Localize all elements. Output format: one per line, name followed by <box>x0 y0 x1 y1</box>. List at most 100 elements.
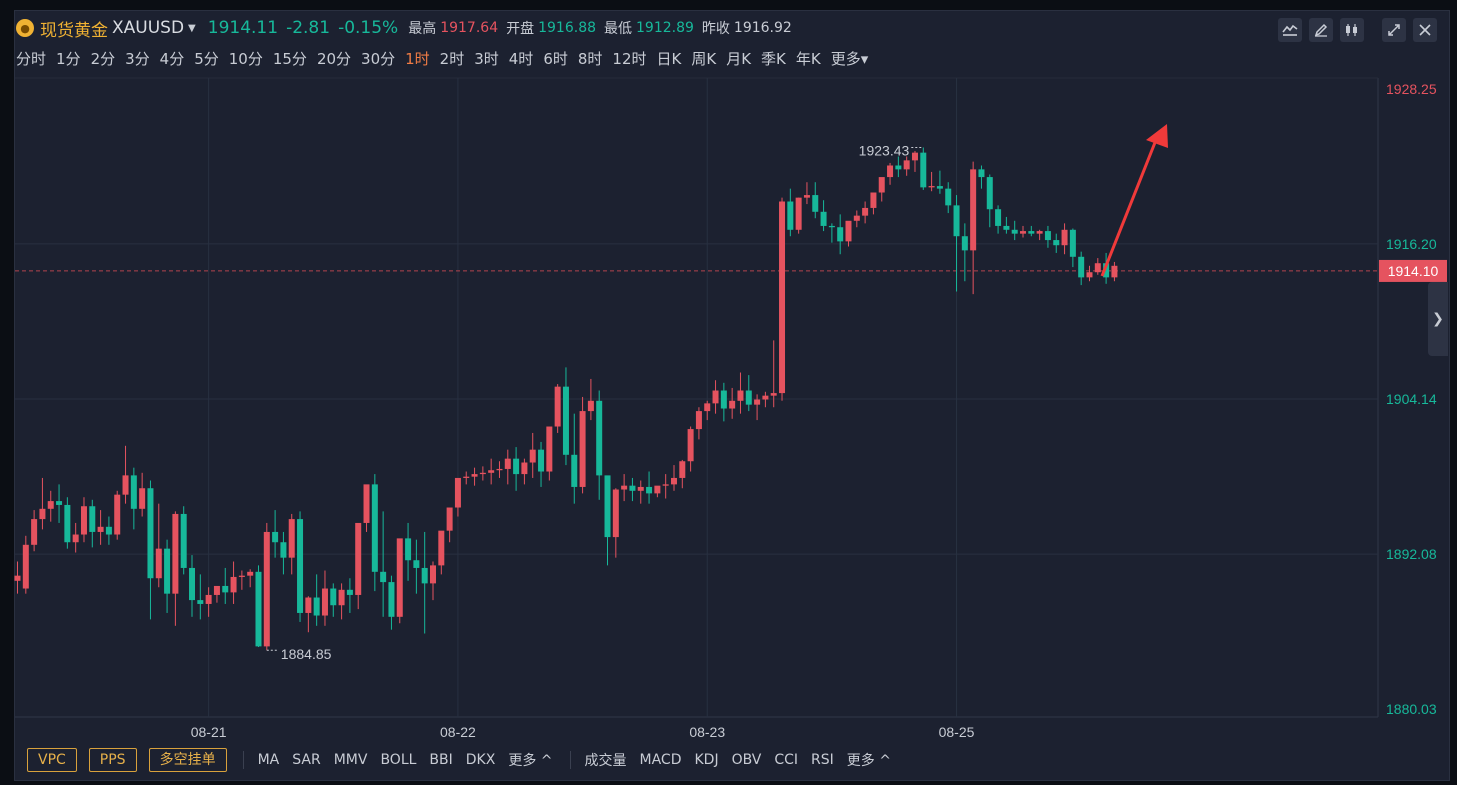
candle-body <box>463 476 470 478</box>
prev-close-label: 昨收 <box>701 21 730 37</box>
open-value: 1916.88 <box>538 20 597 36</box>
period-0[interactable]: 分时 <box>16 49 47 68</box>
candle-body <box>720 390 727 409</box>
candle-body <box>454 477 461 508</box>
candle-body <box>571 454 578 487</box>
period-13[interactable]: 4时 <box>508 49 534 68</box>
period-21[interactable]: 年K <box>795 49 821 68</box>
period-14[interactable]: 6时 <box>543 49 568 68</box>
more-sub-indicators[interactable]: 更多 ^ <box>847 750 891 770</box>
period-10[interactable]: 1时 <box>405 49 430 68</box>
pencil-icon[interactable] <box>1309 18 1333 42</box>
chevron-up-icon: ^ <box>879 753 891 769</box>
period-5[interactable]: 5分 <box>194 49 219 68</box>
candlestick-chart[interactable]: 1928.25 1916.20 1904.14 1892.08 1880.03 08-21… <box>0 0 1457 745</box>
price-change-pct: -0.15% <box>338 18 399 38</box>
period-16[interactable]: 12时 <box>612 49 647 68</box>
candle-body <box>22 544 29 589</box>
more-main-indicators[interactable]: 更多 ^ <box>508 750 552 770</box>
expand-icon[interactable] <box>1382 18 1406 42</box>
period-7[interactable]: 15分 <box>272 49 307 68</box>
period-17[interactable]: 日K <box>656 49 682 68</box>
candle-body <box>521 462 528 475</box>
close-icon[interactable] <box>1413 18 1437 42</box>
period-more[interactable]: 更多▾ <box>831 48 869 69</box>
indicator-boll[interactable]: BOLL <box>380 752 417 768</box>
period-11[interactable]: 2时 <box>439 49 465 68</box>
candle-body <box>779 201 786 394</box>
indicator-bbi[interactable]: BBI <box>429 752 453 768</box>
candle-body <box>596 400 603 476</box>
candle-body <box>247 571 254 576</box>
price-change: -2.81 <box>286 18 331 38</box>
candle-body <box>737 390 744 401</box>
period-12[interactable]: 3时 <box>474 49 499 68</box>
period-2[interactable]: 2分 <box>90 49 116 68</box>
candle-body <box>1078 256 1085 278</box>
pps-button[interactable]: PPS <box>88 748 137 772</box>
symbol-name[interactable]: 现货黄金 <box>40 20 108 41</box>
indicator-obv[interactable]: OBV <box>731 752 762 768</box>
indicator-cci[interactable]: CCI <box>774 752 799 768</box>
symbol-code[interactable]: XAUUSD <box>112 18 185 38</box>
candle-body <box>1028 231 1035 234</box>
x-tick-label: 08-23 <box>689 724 725 740</box>
candle-body <box>870 192 877 208</box>
last-price: 1914.11 <box>207 18 279 38</box>
period-selector: 分时 1分 2分 3分 4分 5分 10分 15分 20分 30分 1时 2时 3时 4时 6时 8时 12时日… <box>16 46 878 70</box>
candle-body <box>887 165 894 178</box>
indicator-rsi[interactable]: RSI <box>811 752 834 768</box>
candle-body <box>504 458 511 469</box>
chevron-right-icon: ❯ <box>1432 311 1444 327</box>
candle-body <box>1053 240 1060 246</box>
candle-body <box>1036 231 1043 234</box>
period-9[interactable]: 30分 <box>361 49 396 68</box>
x-tick-label: 08-21 <box>191 724 227 740</box>
period-20[interactable]: 季K <box>761 49 786 68</box>
period-8[interactable]: 20分 <box>316 49 352 68</box>
candle-body <box>1086 272 1093 278</box>
candle-body <box>812 195 819 212</box>
indicator-kdj[interactable]: KDJ <box>694 752 719 768</box>
candle-body <box>130 475 137 509</box>
candle-body <box>213 585 220 595</box>
candle-body <box>795 197 802 230</box>
period-4[interactable]: 4分 <box>159 49 185 68</box>
candle-body <box>355 522 362 595</box>
period-3[interactable]: 3分 <box>125 49 150 68</box>
period-18[interactable]: 周K <box>691 49 717 68</box>
candlestick-icon[interactable] <box>1340 18 1364 42</box>
period-19[interactable]: 月K <box>726 49 752 68</box>
candle-body <box>272 531 279 543</box>
candle-body <box>147 488 154 579</box>
expand-panel-tab[interactable]: ❯ <box>1428 282 1448 356</box>
chevron-down-icon[interactable]: ▼ <box>188 22 196 34</box>
candle-body <box>945 188 952 206</box>
candle-body <box>496 468 503 471</box>
indicator-macd[interactable]: MACD <box>639 752 682 768</box>
period-1[interactable]: 1分 <box>56 49 81 68</box>
candle-body <box>820 211 827 226</box>
candle-body <box>280 542 287 558</box>
indicator-volume[interactable]: 成交量 <box>584 753 627 769</box>
candle-body <box>330 588 337 606</box>
candle-body <box>288 519 295 558</box>
period-6[interactable]: 10分 <box>228 49 263 68</box>
high-label: 最高 <box>408 21 437 37</box>
vpc-button[interactable]: VPC <box>27 748 77 772</box>
candle-body <box>446 507 453 531</box>
candle-body <box>238 575 245 577</box>
long-short-orders-button[interactable]: 多空挂单 <box>148 748 227 772</box>
period-15[interactable]: 8时 <box>577 49 603 68</box>
indicator-dkx[interactable]: DKX <box>465 752 496 768</box>
indicator-mmv[interactable]: MMV <box>333 752 368 768</box>
candle-body <box>637 486 644 491</box>
candle-body <box>47 501 54 509</box>
line-chart-icon[interactable] <box>1278 18 1302 42</box>
indicator-sar[interactable]: SAR <box>292 752 321 768</box>
indicator-ma[interactable]: MA <box>257 752 280 768</box>
gold-icon: ● <box>16 19 34 37</box>
candle-body <box>587 400 594 412</box>
candle-body <box>911 152 918 161</box>
candle-body <box>554 386 561 427</box>
